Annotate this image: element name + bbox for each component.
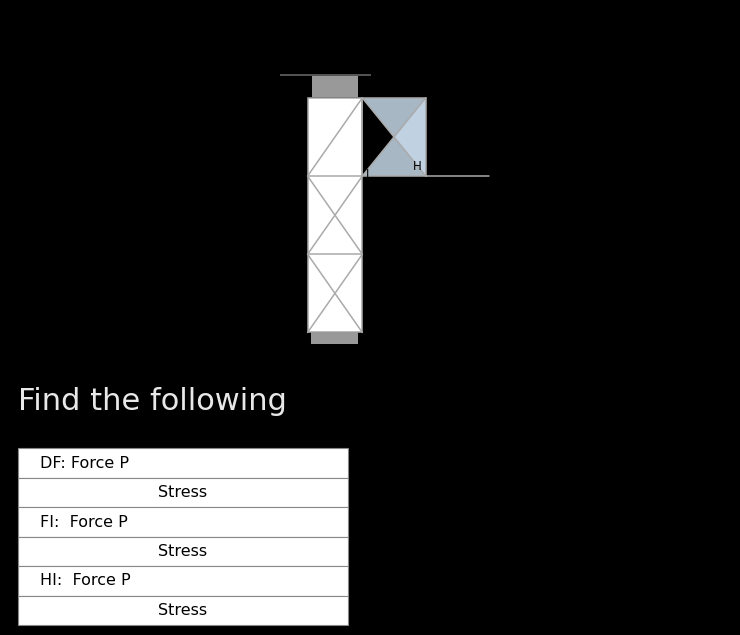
Bar [312,333,358,344]
Text: Stress: Stress [158,603,207,618]
Bar [312,75,357,97]
Text: E: E [314,57,321,70]
Polygon shape [363,98,425,176]
Text: G: G [495,168,504,182]
Text: 30kN: 30kN [411,217,440,227]
Bar [18,448,348,478]
Text: 3m: 3m [226,132,243,142]
Bar [18,566,348,596]
Text: H: H [413,160,422,173]
Bar [308,98,363,333]
Text: I: I [366,168,369,180]
Text: 2m—: 2m— [444,192,471,202]
Polygon shape [363,98,425,176]
Text: FI:  Force P: FI: Force P [40,514,128,530]
Text: C: C [294,168,302,182]
Text: Find the following: Find the following [18,387,287,417]
Text: DF: Force P: DF: Force P [40,455,129,471]
Text: 3m: 3m [226,288,243,298]
Bar [18,596,348,625]
Text: Find the stress in members DF, FI, and HI if the cross-: Find the stress in members DF, FI, and H… [19,6,435,21]
Text: HI:  Force P: HI: Force P [40,573,131,589]
Bar [18,507,348,537]
Text: A: A [296,323,303,336]
Text: −2m—: −2m— [376,192,412,202]
Text: D: D [372,81,381,94]
Text: Stress: Stress [158,544,207,559]
Text: K: K [370,323,377,336]
Text: 3m: 3m [226,210,243,220]
Text: Tension or Compression.: Tension or Compression. [19,53,209,68]
Bar [18,478,348,507]
Text: Stress: Stress [158,485,207,500]
Text: 10kN: 10kN [474,217,503,227]
Bar [18,537,348,566]
Text: F: F [431,82,438,95]
Text: sectional area of each member is 800 mm². Indicate: sectional area of each member is 800 mm²… [19,29,426,44]
Text: B: B [294,246,302,259]
